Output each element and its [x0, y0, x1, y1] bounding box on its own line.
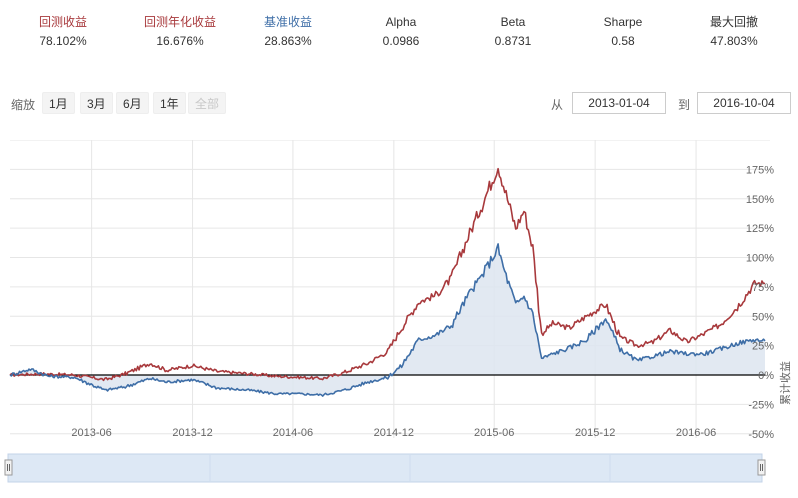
- cumulative-return-chart: 175% 150% 125% 100% 75% 50% 25% 0% -25% -50% 2013…: [9, 140, 792, 441]
- zoom-6m-button[interactable]: 6月: [116, 92, 149, 114]
- x-tick-label: 2013-12: [172, 427, 212, 439]
- stat-alpha: Alpha 0.0986: [346, 14, 456, 49]
- stat-label: 回测年化收益: [143, 15, 216, 29]
- series-lines: [9, 167, 766, 397]
- to-label: 到: [678, 98, 691, 112]
- navigator-left-handle[interactable]: [4, 459, 13, 476]
- stat-label: 基准收益: [263, 15, 312, 29]
- from-date-input[interactable]: [572, 92, 666, 114]
- navigator-right-handle[interactable]: [757, 459, 766, 476]
- stat-label: Sharpe: [603, 15, 643, 29]
- stat-label: Alpha: [385, 15, 417, 29]
- x-tick-label: 2015-06: [474, 427, 514, 439]
- stat-annual-return: 回测年化收益 16.676%: [125, 14, 235, 49]
- stat-value: 0.0986: [382, 34, 420, 48]
- stat-value: 16.676%: [156, 34, 204, 48]
- x-tick-label: 2015-12: [575, 427, 615, 439]
- y-tick-label: 0%: [758, 370, 774, 382]
- stat-value: 28.863%: [264, 34, 312, 48]
- benchmark-area: [10, 243, 765, 397]
- zoom-1m-button[interactable]: 1月: [42, 92, 75, 114]
- navigator[interactable]: [0, 452, 798, 484]
- series-line: [9, 167, 766, 382]
- stat-value: 0.8731: [494, 34, 532, 48]
- y-tick-label: -50%: [748, 429, 774, 441]
- to-date-input[interactable]: [697, 92, 791, 114]
- stat-max-drawdown: 最大回撤 47.803%: [679, 14, 789, 49]
- y-tick-label: -25%: [748, 399, 774, 411]
- stat-benchmark-return: 基准收益 28.863%: [233, 14, 343, 49]
- zoom-1y-button[interactable]: 1年: [153, 92, 186, 114]
- series-line: [9, 243, 766, 397]
- range-toolbar: 缩放 1月 3月 6月 1年 全部 从 到: [0, 92, 798, 116]
- stat-sharpe: Sharpe 0.58: [568, 14, 678, 49]
- x-axis-ticks: 2013-06 2013-12 2014-06 2014-12 2015-06 2015-…: [71, 427, 716, 439]
- zoom-label: 缩放: [11, 98, 36, 112]
- series-area: [10, 243, 765, 397]
- stat-label: 最大回撤: [709, 15, 758, 29]
- y-tick-label: 100%: [746, 253, 774, 265]
- navigator-window[interactable]: [7, 453, 763, 483]
- x-tick-label: 2016-06: [676, 427, 716, 439]
- stat-value: 47.803%: [710, 34, 758, 48]
- stat-value: 78.102%: [39, 34, 87, 48]
- y-tick-label: 125%: [746, 223, 774, 235]
- zoom-3m-button[interactable]: 3月: [80, 92, 113, 114]
- x-tick-label: 2014-06: [273, 427, 313, 439]
- y-tick-label: 175%: [746, 164, 774, 176]
- y-tick-label: 75%: [752, 282, 774, 294]
- stat-beta: Beta 0.8731: [458, 14, 568, 49]
- y-tick-label: 25%: [752, 341, 774, 353]
- stat-backtest-return: 回测收益 78.102%: [8, 14, 118, 49]
- stat-label: Beta: [500, 15, 526, 29]
- y-axis-label: 累计收益: [778, 361, 792, 405]
- stats-bar: 回测收益 78.102% 回测年化收益 16.676% 基准收益 28.863%…: [0, 14, 798, 54]
- chart-grid: [10, 140, 770, 438]
- zoom-all-button[interactable]: 全部: [188, 92, 227, 114]
- stat-value: 0.58: [611, 34, 635, 48]
- y-axis-ticks: 175% 150% 125% 100% 75% 50% 25% 0% -25% -50%: [746, 164, 774, 440]
- from-label: 从: [551, 98, 564, 112]
- x-tick-label: 2013-06: [71, 427, 111, 439]
- y-tick-label: 50%: [752, 311, 774, 323]
- x-tick-label: 2014-12: [374, 427, 414, 439]
- y-tick-label: 150%: [746, 194, 774, 206]
- stat-label: 回测收益: [38, 15, 87, 29]
